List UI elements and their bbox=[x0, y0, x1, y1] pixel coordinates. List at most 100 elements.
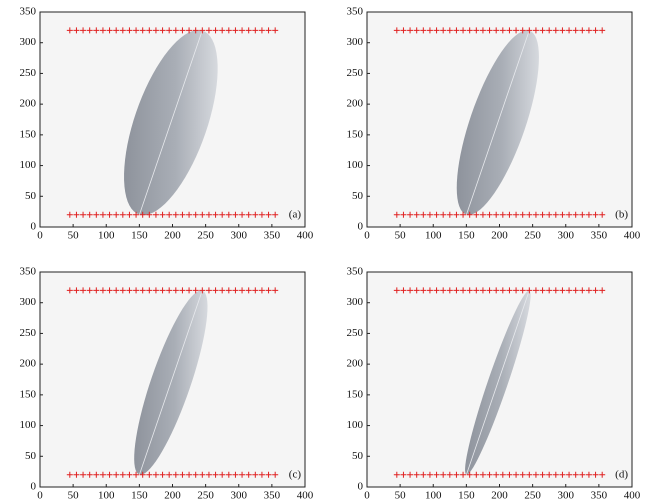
plus-marker bbox=[252, 211, 259, 218]
plus-marker bbox=[532, 211, 539, 218]
plus-marker bbox=[592, 211, 599, 218]
x-tick-label: 250 bbox=[197, 230, 214, 242]
fit-line bbox=[465, 30, 530, 215]
plus-marker bbox=[73, 287, 80, 294]
panel-label: (c) bbox=[289, 469, 302, 481]
plus-marker bbox=[453, 211, 460, 218]
plus-marker bbox=[552, 287, 559, 294]
plus-marker bbox=[413, 471, 420, 478]
plus-marker bbox=[106, 27, 113, 34]
plus-marker bbox=[152, 287, 159, 294]
plus-marker bbox=[592, 287, 599, 294]
panel-label: (a) bbox=[289, 209, 302, 221]
plus-marker bbox=[513, 471, 520, 478]
plus-marker bbox=[440, 287, 447, 294]
plus-marker bbox=[159, 27, 166, 34]
plus-marker bbox=[532, 471, 539, 478]
plus-marker bbox=[433, 471, 440, 478]
plus-marker bbox=[486, 27, 493, 34]
plus-marker bbox=[205, 211, 212, 218]
plus-marker bbox=[407, 211, 414, 218]
plus-marker bbox=[592, 27, 599, 34]
plus-marker bbox=[126, 27, 133, 34]
y-tick-label: 250 bbox=[347, 67, 364, 79]
x-tick-label: 200 bbox=[164, 230, 181, 242]
plus-marker bbox=[212, 211, 219, 218]
plus-marker bbox=[232, 27, 239, 34]
plus-marker bbox=[80, 471, 87, 478]
plus-marker bbox=[420, 211, 427, 218]
plus-marker bbox=[146, 211, 153, 218]
plus-marker bbox=[219, 287, 226, 294]
plus-marker bbox=[192, 471, 199, 478]
plus-marker bbox=[599, 471, 606, 478]
plus-marker bbox=[86, 27, 93, 34]
plus-marker bbox=[272, 27, 279, 34]
plus-marker bbox=[499, 211, 506, 218]
plus-marker bbox=[139, 211, 146, 218]
plus-marker bbox=[420, 27, 427, 34]
plus-marker bbox=[539, 27, 546, 34]
plus-marker bbox=[393, 471, 400, 478]
y-tick-label: 150 bbox=[347, 128, 364, 140]
plus-marker bbox=[199, 287, 206, 294]
plus-marker bbox=[99, 27, 106, 34]
plus-marker bbox=[460, 27, 467, 34]
plus-marker bbox=[519, 211, 526, 218]
plus-marker bbox=[258, 27, 265, 34]
plus-marker bbox=[66, 471, 73, 478]
plus-marker bbox=[546, 27, 553, 34]
plus-marker bbox=[486, 471, 493, 478]
plus-marker bbox=[106, 287, 113, 294]
x-tick-label: 150 bbox=[458, 230, 475, 242]
plus-marker bbox=[166, 287, 173, 294]
plus-marker bbox=[245, 27, 252, 34]
x-tick-label: 150 bbox=[458, 490, 475, 502]
plus-marker bbox=[225, 27, 232, 34]
plus-marker bbox=[99, 211, 106, 218]
plus-marker bbox=[133, 287, 140, 294]
y-tick-label: 100 bbox=[347, 159, 364, 171]
plus-marker bbox=[186, 211, 193, 218]
x-tick-label: 50 bbox=[395, 230, 407, 242]
plus-marker bbox=[146, 27, 153, 34]
plus-marker bbox=[99, 287, 106, 294]
plus-marker bbox=[566, 211, 573, 218]
plus-marker bbox=[179, 471, 186, 478]
plus-marker bbox=[413, 287, 420, 294]
plus-marker bbox=[433, 27, 440, 34]
y-tick-label: 0 bbox=[31, 221, 37, 233]
plus-marker bbox=[199, 27, 206, 34]
plus-marker bbox=[159, 471, 166, 478]
y-tick-label: 350 bbox=[20, 266, 37, 278]
plus-marker bbox=[172, 27, 179, 34]
plus-marker bbox=[126, 287, 133, 294]
plus-marker bbox=[80, 287, 87, 294]
plus-marker bbox=[559, 211, 566, 218]
fit-line bbox=[138, 30, 203, 215]
x-tick-label: 50 bbox=[395, 490, 407, 502]
plus-marker bbox=[532, 287, 539, 294]
y-tick-label: 100 bbox=[20, 419, 37, 431]
plus-marker bbox=[133, 471, 140, 478]
plus-marker bbox=[599, 287, 606, 294]
plus-marker bbox=[407, 27, 414, 34]
plus-marker bbox=[513, 287, 520, 294]
plus-marker bbox=[119, 287, 126, 294]
plus-marker bbox=[179, 287, 186, 294]
plus-marker bbox=[552, 211, 559, 218]
plus-marker bbox=[239, 471, 246, 478]
plus-marker bbox=[126, 211, 133, 218]
plus-marker bbox=[113, 27, 120, 34]
x-tick-label: 200 bbox=[491, 490, 508, 502]
plus-marker bbox=[499, 287, 506, 294]
plus-marker bbox=[479, 211, 486, 218]
plus-marker bbox=[539, 287, 546, 294]
plus-marker bbox=[239, 211, 246, 218]
plus-marker bbox=[66, 27, 73, 34]
plus-marker bbox=[446, 27, 453, 34]
plus-marker bbox=[433, 211, 440, 218]
y-tick-label: 350 bbox=[20, 6, 37, 18]
y-tick-label: 100 bbox=[347, 419, 364, 431]
